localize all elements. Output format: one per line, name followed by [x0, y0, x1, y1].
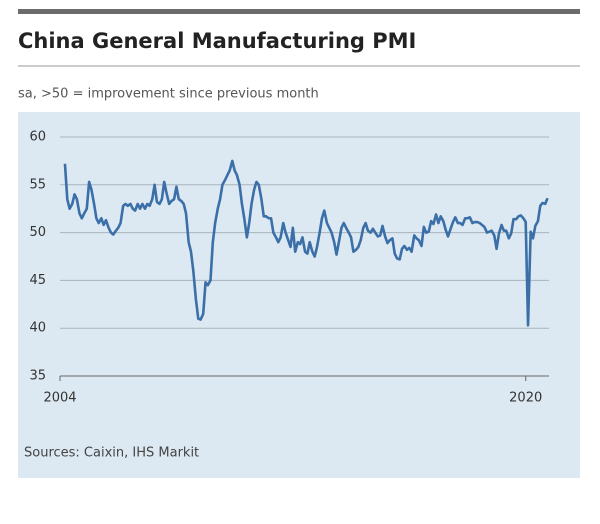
- chart-subtitle: sa, >50 = improvement since previous mon…: [18, 87, 319, 102]
- y-tick-label: 40: [29, 321, 46, 336]
- x-tick-label: 2004: [43, 391, 76, 406]
- y-tick-label: 35: [29, 369, 46, 384]
- plot-panel: [18, 112, 580, 478]
- chart-title: China General Manufacturing PMI: [18, 29, 416, 53]
- pmi-line: [63, 159, 549, 327]
- source-note: Sources: Caixin, IHS Markit: [24, 446, 199, 461]
- y-tick-label: 45: [29, 273, 46, 288]
- x-tick-label: 2020: [509, 391, 542, 406]
- y-tick-label: 60: [29, 130, 46, 145]
- top-bar: [18, 9, 580, 14]
- y-tick-label: 55: [29, 177, 46, 192]
- y-tick-label: 50: [29, 225, 46, 240]
- plot-area: 35 40 45 50 55 60 2004 2020: [29, 130, 549, 406]
